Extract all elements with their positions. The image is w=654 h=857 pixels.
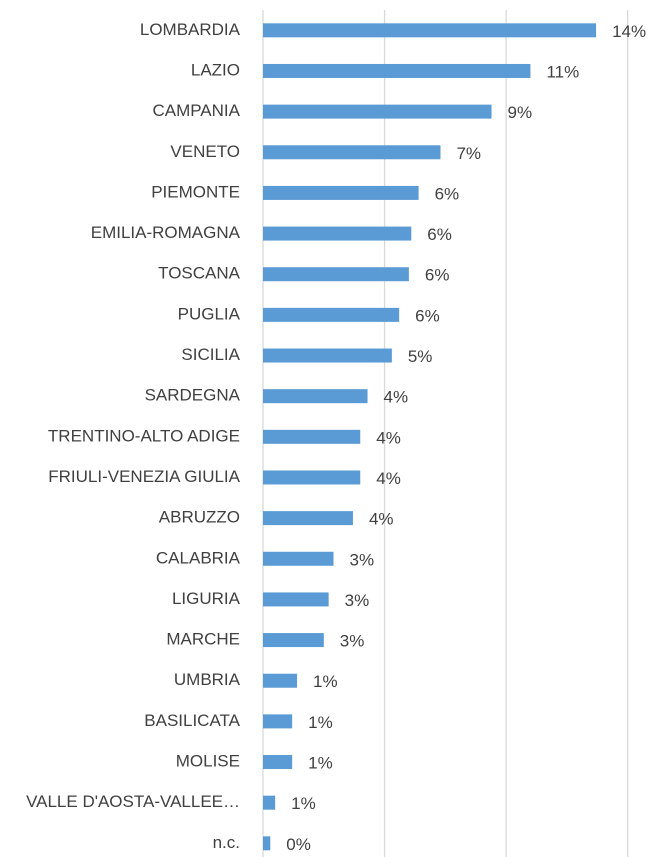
category-label: ABRUZZO (159, 508, 240, 527)
value-label: 11% (546, 62, 579, 81)
category-label: TRENTINO-ALTO ADIGE (48, 426, 240, 445)
value-label: 6% (427, 225, 452, 244)
category-label: LIGURIA (172, 589, 241, 608)
value-label: 4% (384, 388, 409, 407)
value-label: 3% (340, 632, 365, 651)
category-label: MARCHE (166, 630, 240, 649)
bar (263, 307, 400, 322)
value-label: 4% (376, 469, 401, 488)
category-label: FRIULI-VENEZIA GIULIA (48, 467, 240, 486)
category-label: VALLE D'AOSTA-VALLEE… (26, 792, 240, 811)
bar (263, 755, 293, 770)
value-label: 14% (612, 22, 646, 41)
bar (263, 551, 334, 566)
value-label: 5% (408, 347, 433, 366)
bar (263, 226, 412, 241)
value-label: 1% (291, 794, 316, 813)
value-label: 1% (308, 754, 333, 773)
category-label: SICILIA (181, 345, 240, 364)
bar (263, 795, 276, 810)
value-label: 3% (350, 550, 375, 569)
category-label: BASILICATA (144, 711, 240, 730)
value-label: 9% (508, 103, 533, 122)
bar (263, 185, 419, 200)
category-label: n.c. (213, 833, 240, 852)
value-label: 3% (345, 591, 370, 610)
bar (263, 145, 441, 160)
bar (263, 714, 293, 729)
category-label: CAMPANIA (152, 101, 240, 120)
value-label: 4% (369, 510, 394, 529)
category-label: LOMBARDIA (140, 20, 241, 39)
category-label: MOLISE (176, 752, 240, 771)
value-label: 6% (435, 184, 460, 203)
category-label: VENETO (170, 142, 240, 161)
value-label: 1% (308, 713, 333, 732)
value-label: 6% (415, 306, 440, 325)
category-label: PIEMONTE (151, 182, 240, 201)
category-label: PUGLIA (178, 304, 241, 323)
value-label: 6% (425, 266, 450, 285)
value-label: 7% (456, 144, 481, 163)
category-label: LAZIO (191, 60, 240, 79)
bar (263, 511, 353, 526)
category-label: CALABRIA (156, 548, 241, 567)
bar (263, 104, 492, 119)
bar (263, 470, 361, 485)
category-label: SARDEGNA (145, 386, 241, 405)
bar (263, 633, 324, 648)
category-label: TOSCANA (158, 264, 241, 283)
category-label: UMBRIA (174, 670, 241, 689)
value-label: 1% (313, 672, 338, 691)
bar (263, 267, 409, 282)
bar (263, 429, 361, 444)
category-label: EMILIA-ROMAGNA (91, 223, 241, 242)
value-label: 4% (376, 428, 401, 447)
bar (263, 673, 298, 688)
value-label: 0% (286, 835, 311, 854)
bar (263, 348, 392, 363)
bar (263, 63, 531, 78)
bar (263, 389, 368, 404)
bar (263, 592, 329, 607)
bar (263, 23, 597, 38)
bar (263, 836, 271, 851)
